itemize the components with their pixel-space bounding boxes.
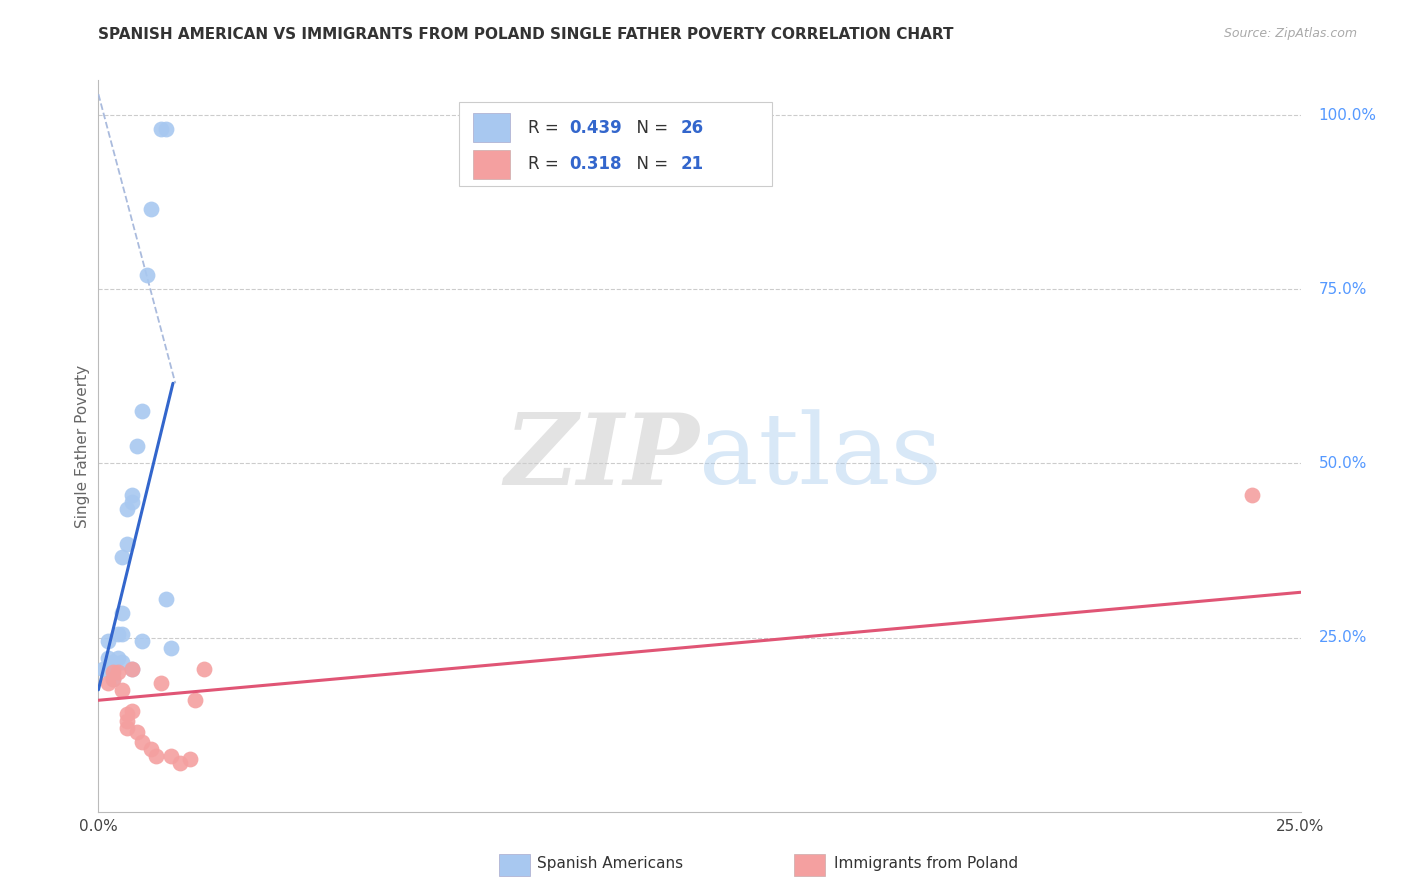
Point — [125, 724, 148, 739]
Text: N =: N = — [626, 155, 673, 173]
Point — [193, 662, 215, 676]
Point — [131, 404, 153, 418]
Point — [101, 662, 124, 676]
Text: Source: ZipAtlas.com: Source: ZipAtlas.com — [1223, 27, 1357, 40]
Point — [117, 536, 139, 550]
Point — [159, 640, 181, 655]
Text: ZIP: ZIP — [505, 409, 699, 505]
Point — [121, 662, 143, 676]
Point — [183, 693, 205, 707]
Point — [101, 655, 124, 669]
Point — [111, 655, 134, 669]
Text: N =: N = — [626, 119, 673, 136]
Point — [111, 606, 134, 620]
Point — [107, 627, 129, 641]
Text: atlas: atlas — [699, 409, 942, 505]
Point — [169, 756, 191, 770]
Point — [131, 634, 153, 648]
Text: 0.439: 0.439 — [569, 119, 623, 136]
Point — [101, 673, 124, 687]
Point — [117, 721, 139, 735]
Point — [107, 665, 129, 680]
FancyBboxPatch shape — [458, 103, 772, 186]
Point — [97, 676, 120, 690]
Point — [179, 752, 201, 766]
Point — [141, 742, 163, 756]
Text: 100.0%: 100.0% — [1319, 108, 1376, 122]
Text: SPANISH AMERICAN VS IMMIGRANTS FROM POLAND SINGLE FATHER POVERTY CORRELATION CHA: SPANISH AMERICAN VS IMMIGRANTS FROM POLA… — [98, 27, 953, 42]
Point — [101, 665, 124, 680]
Point — [155, 122, 177, 136]
Text: 25.0%: 25.0% — [1319, 630, 1367, 645]
Point — [121, 488, 143, 502]
Point — [1241, 488, 1264, 502]
Point — [121, 494, 143, 508]
Y-axis label: Single Father Poverty: Single Father Poverty — [75, 365, 90, 527]
Point — [97, 651, 120, 665]
Point — [117, 714, 139, 728]
Point — [91, 662, 114, 676]
Point — [149, 122, 172, 136]
Point — [111, 682, 134, 697]
Point — [117, 707, 139, 722]
Text: 0.318: 0.318 — [569, 155, 621, 173]
Point — [155, 592, 177, 607]
Text: 50.0%: 50.0% — [1319, 456, 1367, 471]
Point — [159, 749, 181, 764]
Text: 26: 26 — [681, 119, 703, 136]
Bar — [474, 113, 509, 143]
Point — [141, 202, 163, 216]
Point — [111, 550, 134, 565]
Text: Spanish Americans: Spanish Americans — [537, 856, 683, 871]
Text: R =: R = — [527, 119, 564, 136]
Point — [101, 673, 124, 687]
Point — [145, 749, 167, 764]
Point — [117, 501, 139, 516]
Point — [107, 651, 129, 665]
Bar — [474, 150, 509, 179]
Text: Immigrants from Poland: Immigrants from Poland — [834, 856, 1018, 871]
Text: 21: 21 — [681, 155, 703, 173]
Point — [135, 268, 157, 283]
Point — [149, 676, 172, 690]
Point — [131, 735, 153, 749]
Text: 75.0%: 75.0% — [1319, 282, 1367, 297]
Point — [97, 634, 120, 648]
Point — [121, 704, 143, 718]
Point — [125, 439, 148, 453]
Text: R =: R = — [527, 155, 564, 173]
Point — [111, 627, 134, 641]
Point — [121, 662, 143, 676]
